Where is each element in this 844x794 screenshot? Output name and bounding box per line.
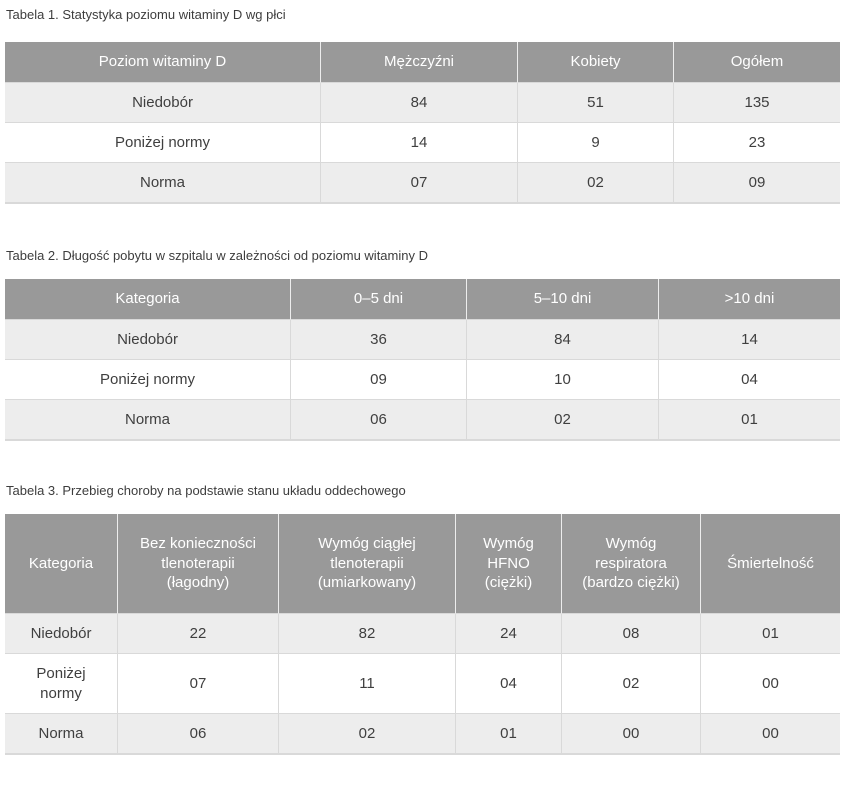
value-cell: 02: [466, 400, 658, 440]
header-row: Poziom witaminy D Mężczyźni Kobiety Ogółem: [5, 42, 840, 83]
value-cell: 135: [673, 83, 840, 123]
value-cell: 00: [700, 714, 840, 754]
column-header: Kategoria: [5, 514, 117, 614]
column-header: 0–5 dni: [290, 279, 466, 320]
value-cell: 04: [658, 360, 840, 400]
row-label-cell: Norma: [5, 400, 290, 440]
page: Tabela 1. Statystyka poziomu witaminy D …: [5, 6, 840, 755]
data-table: Kategoria 0–5 dni 5–10 dni >10 dni Niedobór…: [5, 279, 840, 441]
table-caption: Tabela 3. Przebieg choroby na podstawie …: [6, 483, 406, 498]
column-header: Kobiety: [517, 42, 673, 83]
column-header: Wymóg HFNO (ciężki): [455, 514, 561, 614]
table-row: Norma 07 02 09: [5, 163, 840, 203]
value-cell: 36: [290, 320, 466, 360]
value-cell: 02: [561, 654, 700, 714]
value-cell: 24: [455, 614, 561, 654]
column-header: Bez konieczności tlenoterapii (łagodny): [117, 514, 278, 614]
value-cell: 82: [278, 614, 455, 654]
column-header: Wymóg ciągłej tlenoterapii (umiarkowany): [278, 514, 455, 614]
value-cell: 22: [117, 614, 278, 654]
table-row: Norma 06 02 01: [5, 400, 840, 440]
column-header: Kategoria: [5, 279, 290, 320]
table-caption: Tabela 1. Statystyka poziomu witaminy D …: [6, 7, 286, 22]
value-cell: 01: [658, 400, 840, 440]
value-cell: 02: [517, 163, 673, 203]
table-section-1: Tabela 1. Statystyka poziomu witaminy D …: [5, 6, 840, 204]
value-cell: 02: [278, 714, 455, 754]
row-label-cell: Niedobór: [5, 320, 290, 360]
column-header: Wymóg respiratora (bardzo ciężki): [561, 514, 700, 614]
table-row: Poniżej normy 07 11 04 02 00: [5, 654, 840, 714]
column-header: Śmiertelność: [700, 514, 840, 614]
value-cell: 00: [700, 654, 840, 714]
value-cell: 09: [673, 163, 840, 203]
table-row: Niedobór 84 51 135: [5, 83, 840, 123]
row-label-cell: Norma: [5, 714, 117, 754]
row-label-cell: Poniżej normy: [5, 654, 117, 714]
value-cell: 14: [320, 123, 517, 163]
column-header: 5–10 dni: [466, 279, 658, 320]
value-cell: 51: [517, 83, 673, 123]
table-row: Niedobór 22 82 24 08 01: [5, 614, 840, 654]
table-row: Poniżej normy 09 10 04: [5, 360, 840, 400]
value-cell: 06: [117, 714, 278, 754]
table-section-2: Tabela 2. Długość pobytu w szpitalu w za…: [5, 247, 840, 441]
table-section-3: Tabela 3. Przebieg choroby na podstawie …: [5, 482, 840, 755]
header-row: Kategoria Bez konieczności tlenoterapii (…: [5, 514, 840, 614]
table-row: Norma 06 02 01 00 00: [5, 714, 840, 754]
value-cell: 01: [700, 614, 840, 654]
column-header: Ogółem: [673, 42, 840, 83]
value-cell: 07: [117, 654, 278, 714]
row-label-cell: Poniżej normy: [5, 360, 290, 400]
value-cell: 10: [466, 360, 658, 400]
table-caption: Tabela 2. Długość pobytu w szpitalu w za…: [6, 248, 428, 263]
value-cell: 09: [290, 360, 466, 400]
row-label-cell: Niedobór: [5, 614, 117, 654]
value-cell: 08: [561, 614, 700, 654]
value-cell: 23: [673, 123, 840, 163]
row-label-cell: Niedobór: [5, 83, 320, 123]
value-cell: 00: [561, 714, 700, 754]
value-cell: 04: [455, 654, 561, 714]
row-label-cell: Poniżej normy: [5, 123, 320, 163]
value-cell: 84: [320, 83, 517, 123]
data-table: Kategoria Bez konieczności tlenoterapii (…: [5, 514, 840, 755]
row-label-cell: Norma: [5, 163, 320, 203]
value-cell: 06: [290, 400, 466, 440]
value-cell: 9: [517, 123, 673, 163]
column-header: >10 dni: [658, 279, 840, 320]
data-table: Poziom witaminy D Mężczyźni Kobiety Ogółem …: [5, 42, 840, 204]
value-cell: 07: [320, 163, 517, 203]
column-header: Poziom witaminy D: [5, 42, 320, 83]
value-cell: 11: [278, 654, 455, 714]
table-row: Niedobór 36 84 14: [5, 320, 840, 360]
value-cell: 01: [455, 714, 561, 754]
column-header: Mężczyźni: [320, 42, 517, 83]
value-cell: 84: [466, 320, 658, 360]
header-row: Kategoria 0–5 dni 5–10 dni >10 dni: [5, 279, 840, 320]
table-row: Poniżej normy 14 9 23: [5, 123, 840, 163]
value-cell: 14: [658, 320, 840, 360]
